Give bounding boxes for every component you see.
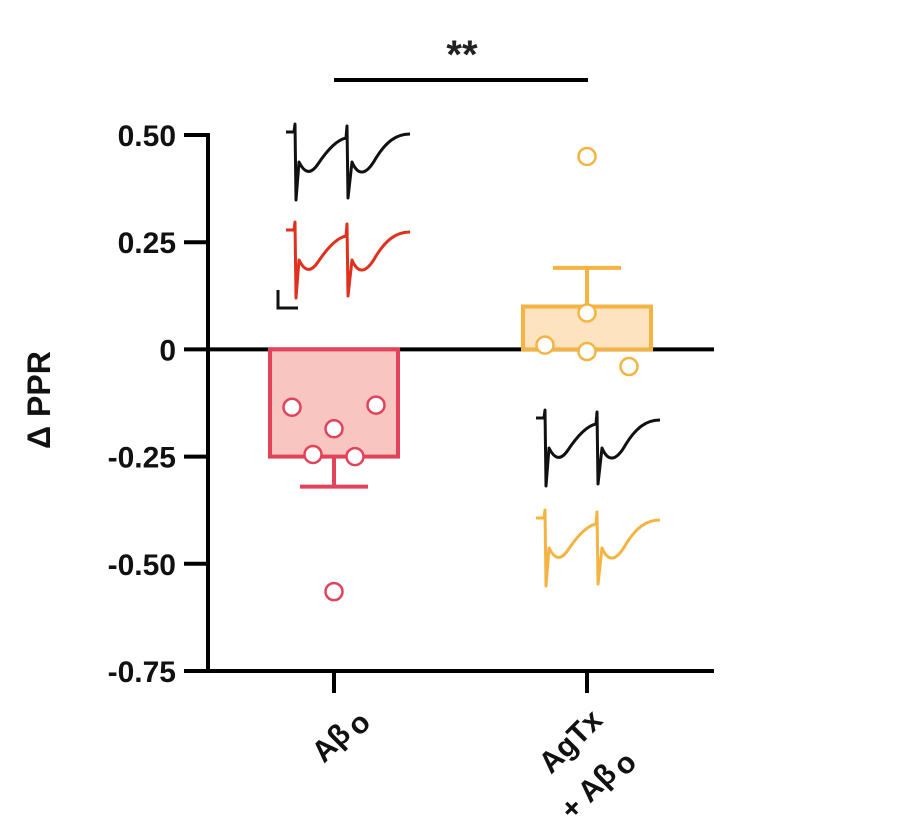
trace-agtx-orange — [536, 508, 661, 588]
data-point — [324, 418, 344, 439]
data-point — [366, 395, 386, 415]
data-points — [282, 146, 639, 602]
data-point — [324, 581, 344, 602]
data-point — [282, 397, 302, 418]
significance-group: ** — [334, 33, 588, 82]
trace-insets — [276, 122, 661, 588]
data-point — [345, 446, 365, 467]
y-axis-title: Δ PPR — [21, 351, 57, 449]
scale-bar — [276, 290, 298, 310]
bars — [268, 265, 653, 489]
y-tick-label: 0.25 — [118, 227, 176, 260]
data-point — [577, 341, 597, 362]
y-tick-label: 0 — [159, 334, 176, 367]
data-point — [535, 335, 555, 355]
trace-control-black — [286, 122, 411, 202]
trace-agtx-black — [536, 408, 661, 488]
y-tick-label: -0.25 — [108, 442, 176, 475]
data-point — [303, 444, 323, 465]
data-point — [577, 303, 597, 323]
y-tick-label: -0.50 — [108, 549, 176, 582]
y-tick-label: 0.50 — [118, 120, 176, 153]
data-point — [619, 356, 639, 377]
data-point — [577, 146, 597, 167]
x-tick-label: Aβo — [306, 702, 378, 774]
y-tick-label: -0.75 — [108, 656, 176, 689]
significance-label: ** — [446, 33, 478, 77]
trace-abeta-red — [286, 220, 411, 300]
